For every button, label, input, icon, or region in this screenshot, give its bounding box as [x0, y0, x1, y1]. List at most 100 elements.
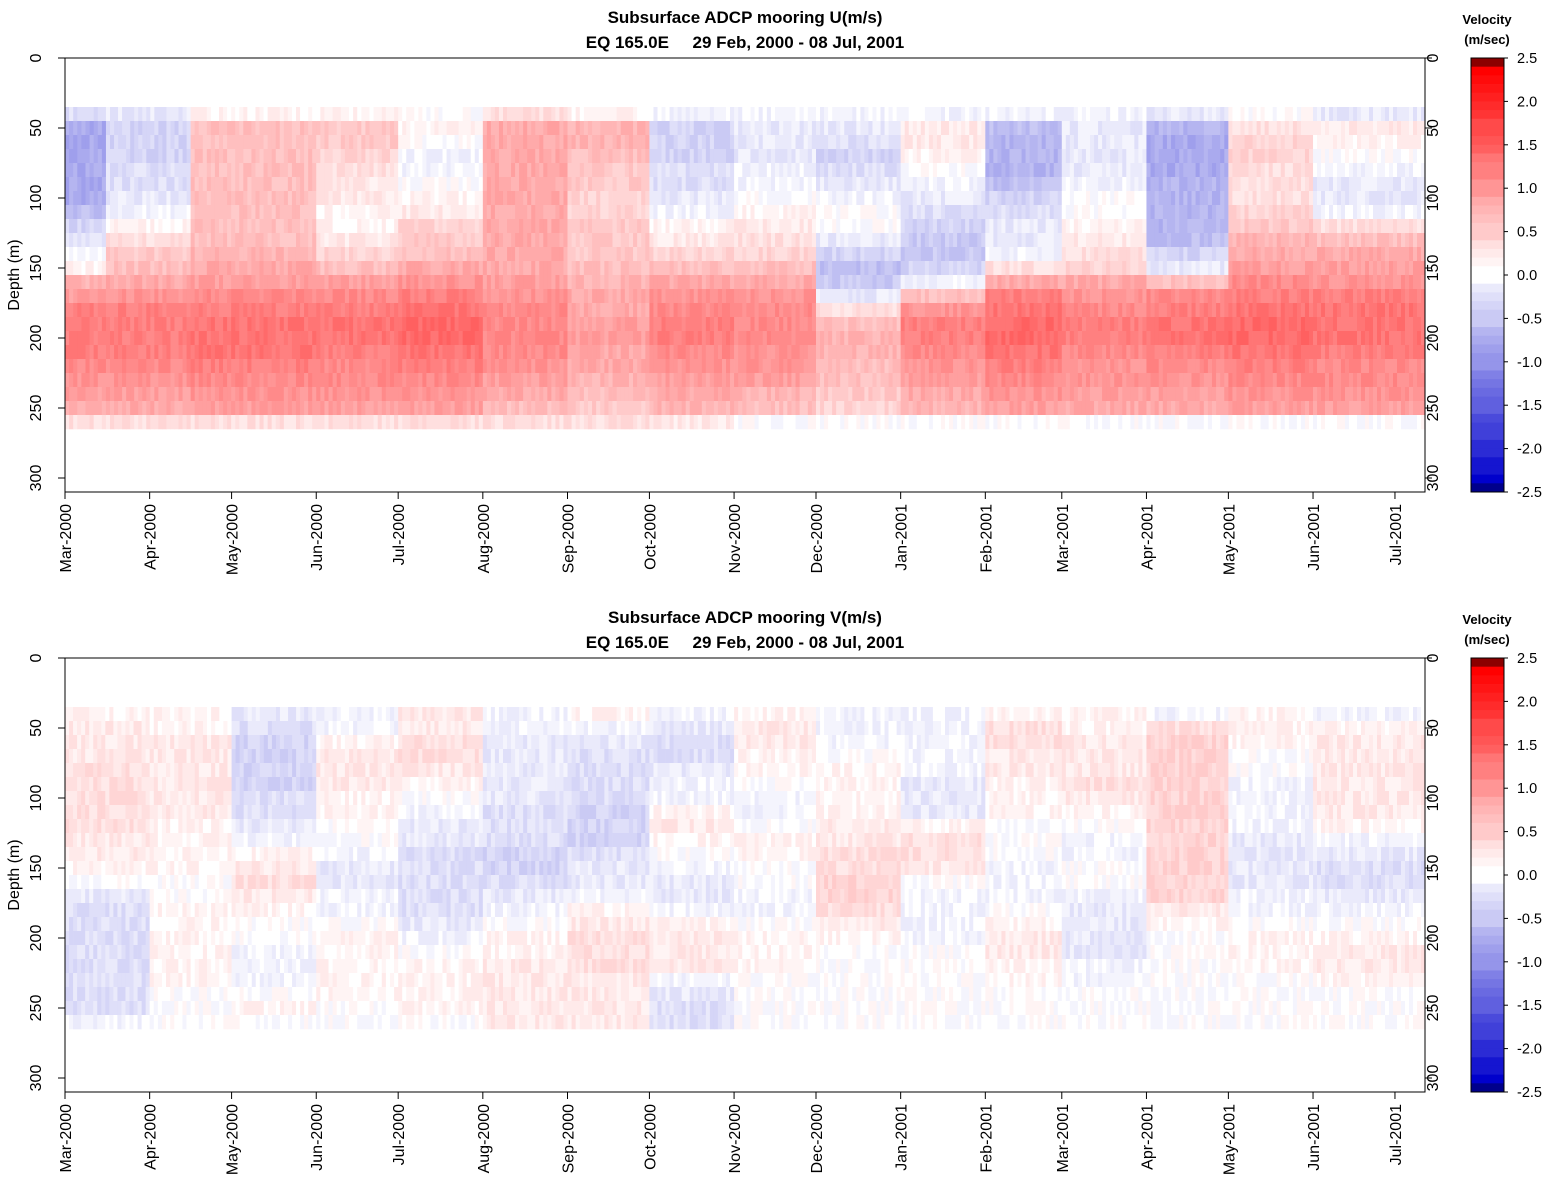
heatmap-cell — [502, 107, 508, 122]
heatmap-cell — [738, 345, 743, 360]
heatmap-cell — [928, 205, 934, 220]
heatmap-cell — [884, 303, 889, 318]
heatmap-cell — [531, 191, 536, 206]
heatmap-cell — [977, 149, 982, 164]
heatmap-cell — [649, 359, 654, 374]
heatmap-cell — [787, 135, 792, 150]
heatmap-cell — [824, 303, 829, 318]
heatmap-cell — [811, 261, 817, 276]
heatmap-cell — [271, 345, 277, 360]
heatmap-cell — [474, 177, 480, 192]
heatmap-cell — [381, 387, 387, 402]
heatmap-cell — [726, 121, 731, 136]
heatmap-cell — [65, 401, 70, 416]
heatmap-cell — [940, 163, 946, 178]
heatmap-cell — [349, 303, 354, 318]
heatmap-cell — [981, 177, 986, 192]
heatmap-cell — [316, 359, 321, 374]
heatmap-cell — [312, 331, 317, 346]
heatmap-cell — [373, 121, 379, 136]
heatmap-cell — [551, 401, 556, 416]
heatmap-cell — [146, 331, 151, 346]
heatmap-cell — [575, 373, 581, 388]
heatmap-cell — [860, 289, 865, 304]
heatmap-cell — [398, 163, 403, 178]
heatmap-cell — [721, 261, 727, 276]
heatmap-cell — [85, 135, 90, 150]
heatmap-cell — [328, 261, 334, 276]
heatmap-cell — [661, 415, 666, 430]
heatmap-cell — [271, 289, 277, 304]
heatmap-cell — [231, 275, 236, 290]
heatmap-cell — [571, 401, 577, 416]
heatmap-cell — [458, 107, 464, 122]
heatmap-cell — [170, 331, 175, 346]
heatmap-cell — [896, 191, 902, 206]
heatmap-cell — [641, 219, 646, 234]
heatmap-cell — [458, 317, 464, 332]
heatmap-cell — [182, 163, 187, 178]
heatmap-cell — [218, 317, 224, 332]
heatmap-cell — [190, 387, 196, 402]
heatmap-cell — [637, 107, 642, 122]
heatmap-cell — [596, 261, 601, 276]
heatmap-cell — [138, 373, 143, 388]
heatmap-cell — [511, 177, 516, 192]
heatmap-cell — [563, 191, 568, 206]
heatmap-cell — [336, 135, 342, 150]
heatmap-cell — [681, 401, 687, 416]
heatmap-cell — [198, 107, 204, 122]
heatmap-cell — [836, 289, 841, 304]
heatmap-cell — [223, 233, 228, 248]
heatmap-cell — [799, 149, 805, 164]
heatmap-cell — [190, 247, 196, 262]
heatmap-cell — [872, 303, 877, 318]
heatmap-cell — [210, 331, 216, 346]
heatmap-cell — [287, 261, 293, 276]
heatmap-cell — [263, 149, 269, 164]
heatmap-cell — [973, 205, 978, 220]
heatmap-cell — [389, 275, 395, 290]
heatmap-cell — [279, 121, 285, 136]
heatmap-cell — [892, 331, 898, 346]
heatmap-cell — [824, 163, 829, 178]
heatmap-cell — [308, 275, 313, 290]
heatmap-cell — [210, 289, 216, 304]
heatmap-cell — [709, 247, 715, 262]
heatmap-cell — [263, 331, 269, 346]
heatmap-cell — [981, 247, 986, 262]
heatmap-cell — [920, 149, 926, 164]
heatmap-cell — [138, 289, 143, 304]
heatmap-cell — [515, 107, 520, 122]
heatmap-cell — [105, 359, 111, 374]
heatmap-cell — [860, 107, 865, 122]
heatmap-cell — [832, 373, 837, 388]
heatmap-cell — [89, 373, 95, 388]
heatmap-cell — [77, 415, 82, 430]
heatmap-cell — [470, 401, 476, 416]
heatmap-cell — [803, 331, 809, 346]
heatmap-cell — [340, 247, 346, 262]
heatmap-cell — [738, 205, 743, 220]
heatmap-cell — [633, 387, 638, 402]
heatmap-cell — [860, 247, 865, 262]
heatmap-cell — [418, 121, 423, 136]
heatmap-cell — [665, 177, 670, 192]
heatmap-cell — [182, 107, 187, 122]
heatmap-cell — [852, 387, 857, 402]
heatmap-cell — [726, 275, 731, 290]
heatmap-cell — [320, 317, 325, 332]
heatmap-cell — [320, 121, 325, 136]
heatmap-cell — [300, 331, 305, 346]
heatmap-cell — [641, 163, 646, 178]
heatmap-cell — [114, 373, 119, 388]
heatmap-cell — [162, 261, 167, 276]
heatmap-cell — [779, 177, 784, 192]
heatmap-cell — [551, 247, 556, 262]
heatmap-cell — [490, 345, 496, 360]
heatmap-cell — [645, 163, 650, 178]
heatmap-cell — [628, 345, 634, 360]
heatmap-cell — [138, 387, 143, 402]
heatmap-cell — [235, 359, 240, 374]
heatmap-cell — [653, 247, 658, 262]
